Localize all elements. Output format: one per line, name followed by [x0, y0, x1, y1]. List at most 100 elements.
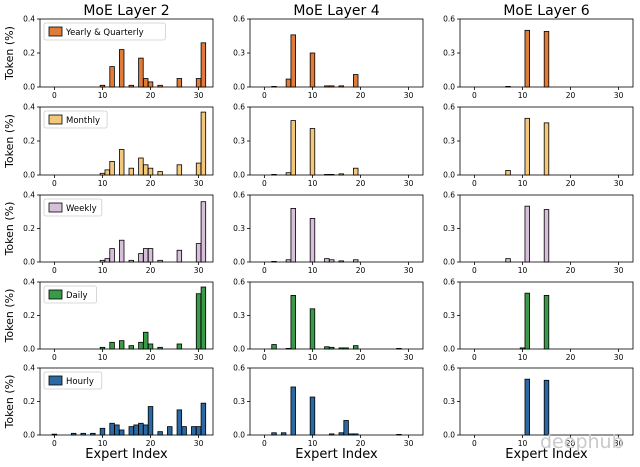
bar: [90, 432, 96, 436]
x-tick-label: 20: [356, 353, 366, 362]
y-tick-label: 0.0: [233, 83, 245, 92]
bar: [138, 57, 144, 88]
y-tick-label: 0.0: [23, 83, 35, 92]
bar: [543, 379, 550, 436]
y-tick-label: 0.3: [233, 224, 245, 233]
bar: [328, 174, 335, 176]
bar: [147, 343, 154, 350]
y-tick-label: 0.4: [23, 191, 35, 200]
y-tick-label: 0.2: [23, 137, 35, 146]
y-axis-label: Token (%): [3, 202, 16, 257]
bar: [143, 424, 149, 436]
bar: [109, 160, 115, 176]
y-tick-label: 0.6: [443, 103, 455, 112]
bar: [176, 164, 183, 176]
x-tick-label: 10: [518, 266, 528, 275]
y-tick-label: 0.6: [233, 15, 245, 24]
axes-frame: [249, 106, 424, 176]
bar: [104, 169, 110, 176]
legend-label: Hourly: [66, 377, 94, 387]
bar: [200, 402, 207, 436]
x-tick-label: 30: [194, 353, 204, 362]
y-tick-label: 0.2: [23, 397, 35, 406]
bar: [324, 174, 330, 176]
legend-label: Monthly: [66, 116, 100, 126]
bar: [167, 426, 173, 436]
legend-swatch: [48, 289, 63, 300]
bar: [290, 386, 296, 436]
bar: [290, 120, 296, 176]
x-tick-label: 20: [146, 353, 156, 362]
x-tick-label: 0: [262, 91, 267, 100]
legend-label: Yearly & Quarterly: [65, 28, 144, 38]
x-tick-label: 20: [146, 439, 156, 448]
bar: [309, 308, 316, 350]
x-tick-label: 20: [146, 266, 156, 275]
bar: [348, 433, 354, 436]
x-tick-label: 20: [356, 91, 366, 100]
x-tick-label: 30: [614, 266, 624, 275]
bar: [51, 433, 58, 436]
bar: [543, 122, 550, 176]
bar: [285, 172, 292, 176]
y-tick-label: 0.6: [233, 278, 245, 287]
bar: [99, 427, 106, 436]
bar: [328, 433, 335, 436]
bar: [271, 344, 277, 350]
bar: [200, 201, 207, 263]
legend-swatch: [48, 202, 63, 213]
bar: [309, 396, 316, 436]
bar: [309, 218, 316, 263]
bar: [133, 424, 139, 436]
bar: [157, 431, 163, 436]
column-title: MoE Layer 2: [83, 3, 169, 19]
bar: [176, 78, 183, 88]
bar: [309, 128, 316, 176]
y-tick-label: 0.6: [443, 364, 455, 373]
bar: [309, 52, 316, 88]
axes-frame: [249, 281, 424, 350]
x-tick-label: 10: [308, 91, 318, 100]
x-tick-label: 0: [52, 353, 57, 362]
x-tick-label: 30: [194, 91, 204, 100]
bar: [109, 66, 115, 88]
bar: [353, 259, 359, 263]
x-tick-label: 30: [614, 353, 624, 362]
legend-swatch: [48, 375, 63, 386]
bar: [271, 432, 277, 436]
bar: [143, 164, 149, 176]
bar: [543, 294, 550, 350]
x-tick-label: 0: [52, 91, 57, 100]
bar: [338, 85, 345, 88]
bar: [195, 78, 202, 88]
legend-swatch: [48, 26, 63, 37]
x-tick-label: 0: [472, 439, 477, 448]
legend-swatch: [48, 114, 63, 125]
x-tick-label: 0: [262, 439, 267, 448]
bar: [157, 84, 163, 88]
bar: [338, 260, 345, 263]
x-tick-label: 0: [52, 179, 57, 188]
x-tick-label: 10: [98, 91, 108, 100]
column-title: MoE Layer 6: [503, 3, 589, 19]
bar: [543, 209, 550, 263]
legend-box: [43, 22, 166, 41]
bar: [128, 345, 135, 350]
x-tick-label: 10: [308, 439, 318, 448]
x-tick-label: 20: [356, 179, 366, 188]
bar: [99, 259, 106, 263]
bar: [200, 42, 207, 88]
bar: [70, 432, 77, 436]
x-tick-label: 0: [52, 439, 57, 448]
x-tick-label: 20: [566, 353, 576, 362]
bar: [353, 167, 359, 176]
x-tick-label: 10: [518, 179, 528, 188]
bar: [99, 346, 106, 350]
bar: [324, 258, 330, 263]
y-tick-label: 0.6: [443, 191, 455, 200]
y-tick-label: 0.3: [233, 311, 245, 320]
x-tick-label: 0: [262, 266, 267, 275]
x-tick-label: 30: [614, 439, 624, 448]
bar: [80, 432, 86, 436]
